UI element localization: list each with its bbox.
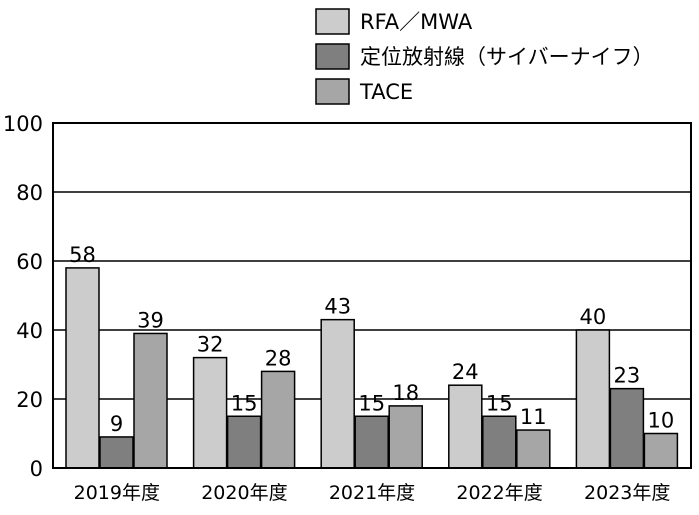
x-tick-label: 2019年度	[74, 482, 160, 504]
x-tick-label: 2021年度	[329, 482, 415, 504]
x-axis: 2019年度 2020年度 2021年度 2022年度 2023年度	[74, 482, 671, 504]
bar	[448, 384, 483, 469]
bar	[320, 318, 355, 469]
data-label: 23	[614, 364, 641, 388]
y-tick-label: 60	[16, 250, 43, 274]
data-labels: 58 9 39 32 15 28 43 15 18 24 15 11 40 23 10	[69, 243, 674, 436]
bar	[65, 267, 100, 469]
data-label: 32	[197, 333, 224, 357]
data-label: 15	[231, 391, 258, 415]
y-tick-label: 20	[16, 388, 43, 412]
legend-swatch	[315, 43, 350, 70]
data-label: 18	[392, 381, 419, 405]
bar	[260, 370, 296, 469]
y-tick-label: 40	[16, 319, 43, 343]
legend-swatch	[315, 8, 350, 35]
data-label: 11	[520, 405, 547, 429]
legend-label: RFA／MWA	[360, 10, 473, 34]
plot-area-border	[52, 122, 692, 469]
chart-legend: RFA／MWA 定位放射線（サイバーナイフ） TACE	[315, 8, 654, 105]
bars-group	[65, 267, 679, 469]
legend-label: TACE	[359, 80, 413, 104]
bar	[609, 387, 645, 469]
data-label: 28	[265, 346, 292, 370]
data-label: 40	[580, 305, 607, 329]
plot-frame	[52, 122, 692, 469]
x-tick-label: 2020年度	[201, 482, 287, 504]
bar	[192, 356, 228, 469]
y-axis: 0 20 40 60 80 100	[3, 112, 43, 481]
data-label: 39	[137, 308, 164, 332]
y-tick-label: 80	[16, 181, 43, 205]
bar	[99, 436, 134, 469]
bar	[482, 415, 517, 469]
legend-label: 定位放射線（サイバーナイフ）	[360, 45, 654, 69]
bar	[133, 332, 168, 469]
bar	[643, 432, 679, 469]
x-tick-label: 2022年度	[456, 482, 542, 504]
data-label: 15	[486, 391, 513, 415]
bar	[354, 415, 389, 469]
data-label: 24	[452, 360, 479, 384]
data-label: 15	[358, 391, 385, 415]
bar	[226, 415, 262, 469]
bar	[516, 429, 551, 469]
bar	[575, 329, 611, 469]
data-label: 9	[110, 412, 123, 436]
data-label: 58	[69, 243, 96, 267]
x-tick-label: 2023年度	[584, 482, 670, 504]
y-tick-label: 100	[3, 112, 43, 136]
y-tick-label: 0	[30, 457, 43, 481]
data-label: 43	[324, 295, 351, 319]
bar	[388, 405, 423, 469]
legend-swatch	[315, 78, 350, 105]
data-label: 10	[648, 409, 675, 433]
